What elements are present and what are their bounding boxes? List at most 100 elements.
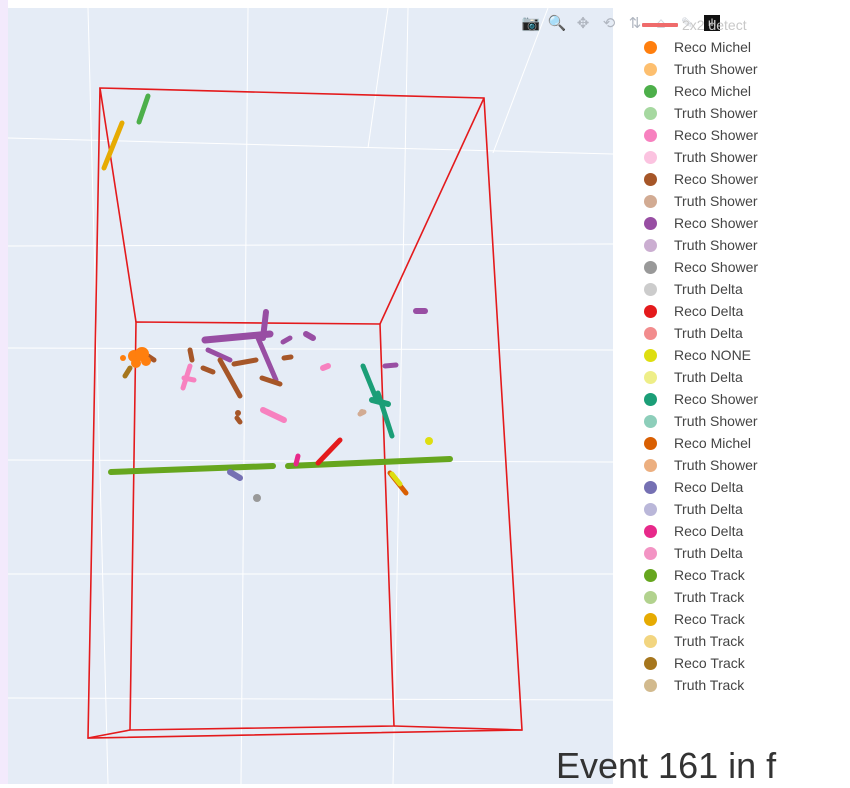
left-edge-strip (0, 0, 8, 784)
legend-marker-icon (644, 282, 657, 296)
legend-item[interactable]: Truth Delta (642, 542, 850, 564)
legend-item[interactable]: Reco Shower (642, 212, 850, 234)
legend-item[interactable]: Truth Shower (642, 410, 850, 432)
legend-marker-icon (644, 502, 657, 516)
legend-item[interactable]: Reco Shower (642, 124, 850, 146)
legend-item[interactable]: Reco Shower (642, 256, 850, 278)
zoom-icon[interactable]: 🔍 (547, 14, 567, 32)
legend-label: Reco Shower (674, 171, 759, 187)
legend-item[interactable]: Truth Shower (642, 146, 850, 168)
legend-item[interactable]: Reco Delta (642, 476, 850, 498)
legend-item[interactable]: Truth Shower (642, 102, 850, 124)
legend-label: Truth Track (674, 677, 745, 693)
legend-marker-icon (644, 40, 657, 54)
legend-label: Truth Shower (674, 105, 758, 121)
legend-label: Reco Delta (674, 303, 744, 319)
scene-canvas[interactable] (8, 8, 613, 784)
legend-label: Truth Shower (674, 237, 758, 253)
legend-marker-icon (644, 612, 657, 626)
orbit-rotation-icon[interactable]: ⟲ (602, 14, 616, 32)
legend-marker-icon (644, 546, 657, 560)
legend-item[interactable]: Reco Track (642, 608, 850, 630)
legend-item-detector[interactable]: 2x2 detect (642, 14, 850, 36)
legend-label: Truth Shower (674, 457, 758, 473)
legend-item[interactable]: Reco Michel (642, 432, 850, 454)
legend-item[interactable]: Truth Shower (642, 234, 850, 256)
slide-caption: Event 161 in f (556, 745, 777, 786)
legend-marker-icon (644, 260, 657, 274)
legend-item[interactable]: Reco Michel (642, 80, 850, 102)
pan-icon[interactable]: ✥ (576, 14, 590, 32)
legend-item[interactable]: Truth Track (642, 586, 850, 608)
legend-item[interactable]: Truth Shower (642, 190, 850, 212)
legend-marker-icon (644, 326, 657, 340)
top-border (8, 0, 850, 8)
detector-line-icon (642, 23, 678, 27)
legend-item[interactable]: Truth Delta (642, 366, 850, 388)
legend-label: 2x2 detect (682, 17, 747, 33)
legend-item[interactable]: Reco Track (642, 652, 850, 674)
legend-marker-icon (644, 216, 657, 230)
legend-marker-icon (644, 590, 657, 604)
turntable-rotation-icon[interactable]: ⇅ (628, 14, 642, 32)
legend-label: Reco Michel (674, 435, 752, 451)
legend-label: Reco Shower (674, 215, 759, 231)
legend-item[interactable]: Reco NONE (642, 344, 850, 366)
legend-label: Truth Delta (674, 501, 743, 517)
legend-list: Reco Michel Truth Shower Reco Michel Truth … (642, 36, 850, 696)
legend-label: Reco Shower (674, 127, 759, 143)
legend-item[interactable]: Reco Delta (642, 300, 850, 322)
hover-closest-icon[interactable]: ✎ (680, 14, 694, 32)
legend-marker-icon (644, 634, 657, 648)
3d-scene[interactable] (8, 8, 613, 784)
legend-marker-icon (644, 238, 657, 252)
legend-label: Truth Delta (674, 281, 743, 297)
legend-label: Reco Michel (674, 39, 752, 55)
legend-item[interactable]: Reco Shower (642, 168, 850, 190)
legend-label: Truth Track (674, 633, 745, 649)
legend-marker-icon (644, 678, 657, 692)
legend-label: Truth Shower (674, 149, 758, 165)
modebar: 📷 🔍 ✥ ⟲ ⇅ ⌂ ✎ ılı (520, 12, 720, 34)
legend-item[interactable]: Truth Shower (642, 58, 850, 80)
legend-marker-icon (644, 194, 657, 208)
legend-item[interactable]: Truth Shower (642, 454, 850, 476)
legend-label: Reco Michel (674, 83, 752, 99)
legend-label: Reco Track (674, 611, 745, 627)
legend-marker-icon (644, 84, 657, 98)
legend-item[interactable]: Reco Michel (642, 36, 850, 58)
legend-item[interactable]: Reco Delta (642, 520, 850, 542)
points-layer (120, 347, 433, 502)
detector-box (87, 87, 523, 739)
legend: 2x2 detect Reco Michel Truth Shower Reco M… (642, 14, 850, 696)
legend-marker-icon (644, 436, 657, 450)
legend-marker-icon (644, 304, 657, 318)
legend-label: Truth Delta (674, 545, 743, 561)
tracks-layer (101, 93, 453, 496)
legend-item[interactable]: Truth Track (642, 674, 850, 696)
legend-marker-icon (644, 656, 657, 670)
legend-marker-icon (644, 172, 657, 186)
legend-item[interactable]: Truth Track (642, 630, 850, 652)
legend-marker-icon (644, 392, 657, 406)
legend-marker-icon (644, 62, 657, 76)
legend-label: Reco Track (674, 655, 745, 671)
legend-label: Truth Shower (674, 61, 758, 77)
legend-label: Truth Delta (674, 369, 743, 385)
plotly-logo-icon[interactable]: ılı (704, 15, 720, 31)
legend-item[interactable]: Reco Shower (642, 388, 850, 410)
legend-item[interactable]: Truth Delta (642, 498, 850, 520)
legend-marker-icon (644, 414, 657, 428)
legend-label: Reco NONE (674, 347, 752, 363)
legend-marker-icon (644, 106, 657, 120)
legend-label: Reco Track (674, 567, 745, 583)
legend-marker-icon (644, 150, 657, 164)
legend-marker-icon (644, 524, 657, 538)
camera-icon[interactable]: 📷 (521, 14, 541, 32)
legend-item[interactable]: Reco Track (642, 564, 850, 586)
legend-marker-icon (644, 348, 657, 362)
legend-marker-icon (644, 128, 657, 142)
legend-item[interactable]: Truth Delta (642, 278, 850, 300)
legend-marker-icon (644, 568, 657, 582)
legend-item[interactable]: Truth Delta (642, 322, 850, 344)
